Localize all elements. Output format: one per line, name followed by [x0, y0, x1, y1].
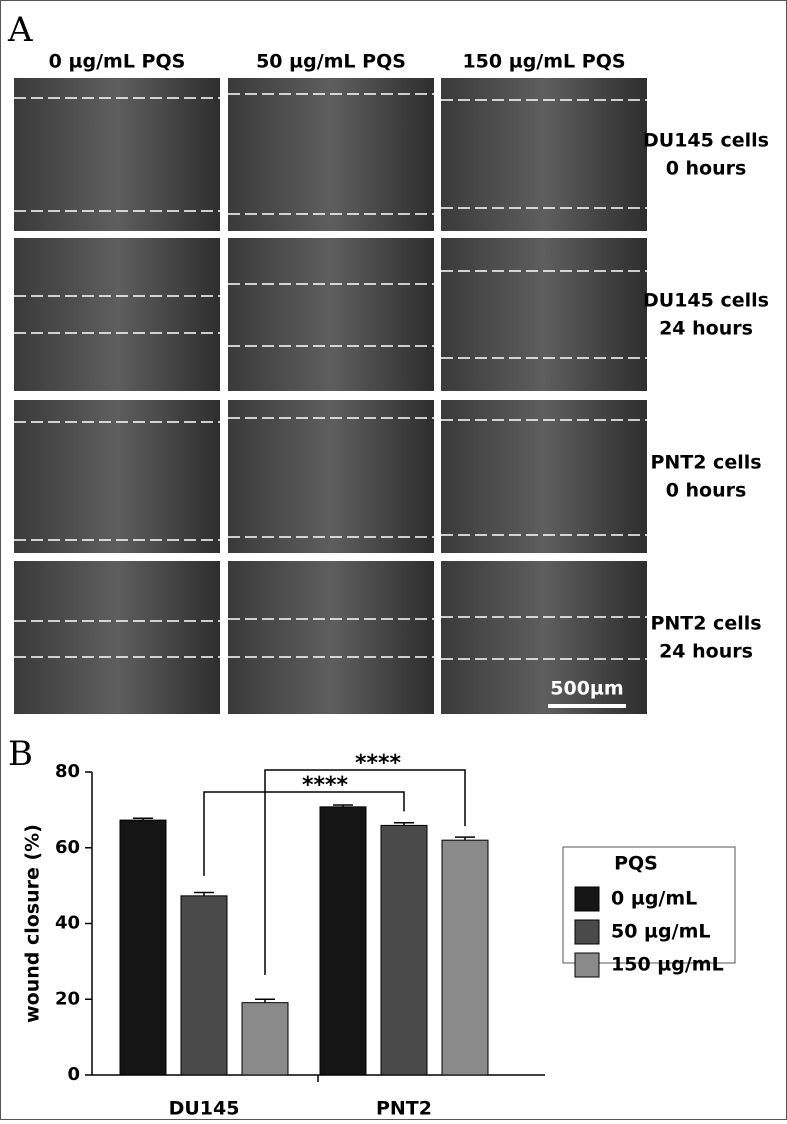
row-label: DU145 cells: [643, 290, 769, 312]
y-tick-label: 40: [55, 913, 80, 934]
micrograph: [228, 78, 434, 231]
legend-label: 0 µg/mL: [611, 888, 697, 910]
significance-bracket: [264, 769, 466, 975]
row-label: PNT2 cells: [650, 613, 761, 635]
significance-label: ****: [302, 773, 349, 798]
legend-swatch: [574, 886, 600, 912]
micrograph: [228, 400, 434, 553]
row-label: PNT2 cells: [650, 452, 761, 474]
micrograph: [441, 78, 647, 231]
bar: [441, 839, 489, 1076]
x-tick-label: DU145: [169, 1098, 240, 1120]
y-axis-title: wound closure (%): [22, 824, 44, 1023]
y-tick-label: 20: [55, 988, 80, 1009]
x-tick-label: PNT2: [376, 1098, 432, 1120]
y-tick-label: 80: [55, 761, 80, 782]
row-label: 24 hours: [659, 318, 753, 340]
y-tick-label: 0: [67, 1064, 80, 1085]
column-label: 50 µg/mL PQS: [256, 51, 406, 73]
micrograph: [14, 238, 220, 391]
micrograph: [14, 561, 220, 714]
micrograph: [228, 561, 434, 714]
micrograph: [14, 400, 220, 553]
legend-swatch: [574, 919, 600, 945]
significance-label: ****: [355, 751, 402, 776]
legend-title: PQS: [614, 853, 658, 875]
y-tick-label: 60: [55, 837, 80, 858]
column-label: 0 µg/mL PQS: [49, 51, 186, 73]
micrograph: [441, 561, 647, 714]
scale-bar-label: 500µm: [550, 678, 623, 700]
panel-label: B: [8, 734, 33, 774]
micrograph: [441, 400, 647, 553]
legend-label: 50 µg/mL: [611, 921, 710, 943]
bar: [180, 895, 228, 1076]
row-label: 24 hours: [659, 641, 753, 663]
column-label: 150 µg/mL PQS: [462, 51, 625, 73]
row-label: DU145 cells: [643, 130, 769, 152]
legend-swatch: [574, 952, 600, 978]
row-label: 0 hours: [666, 158, 747, 180]
bar: [119, 819, 167, 1076]
panel-label: A: [7, 10, 33, 50]
panel-b: 0 20 40 60 80 wound closure (%) DU145 PNT2 *****…: [22, 751, 736, 1120]
micrograph: [228, 238, 434, 391]
panel-a: 0 µg/mL PQS 50 µg/mL PQS 150 µg/mL PQS DU14…: [14, 51, 769, 714]
bar: [241, 1002, 289, 1076]
micrograph: [14, 78, 220, 231]
row-label: 0 hours: [666, 480, 747, 502]
significance-bracket: [203, 791, 405, 876]
legend-label: 150 µg/mL: [611, 954, 724, 976]
micrograph: [441, 238, 647, 391]
bar: [319, 806, 367, 1076]
bar: [380, 824, 428, 1076]
